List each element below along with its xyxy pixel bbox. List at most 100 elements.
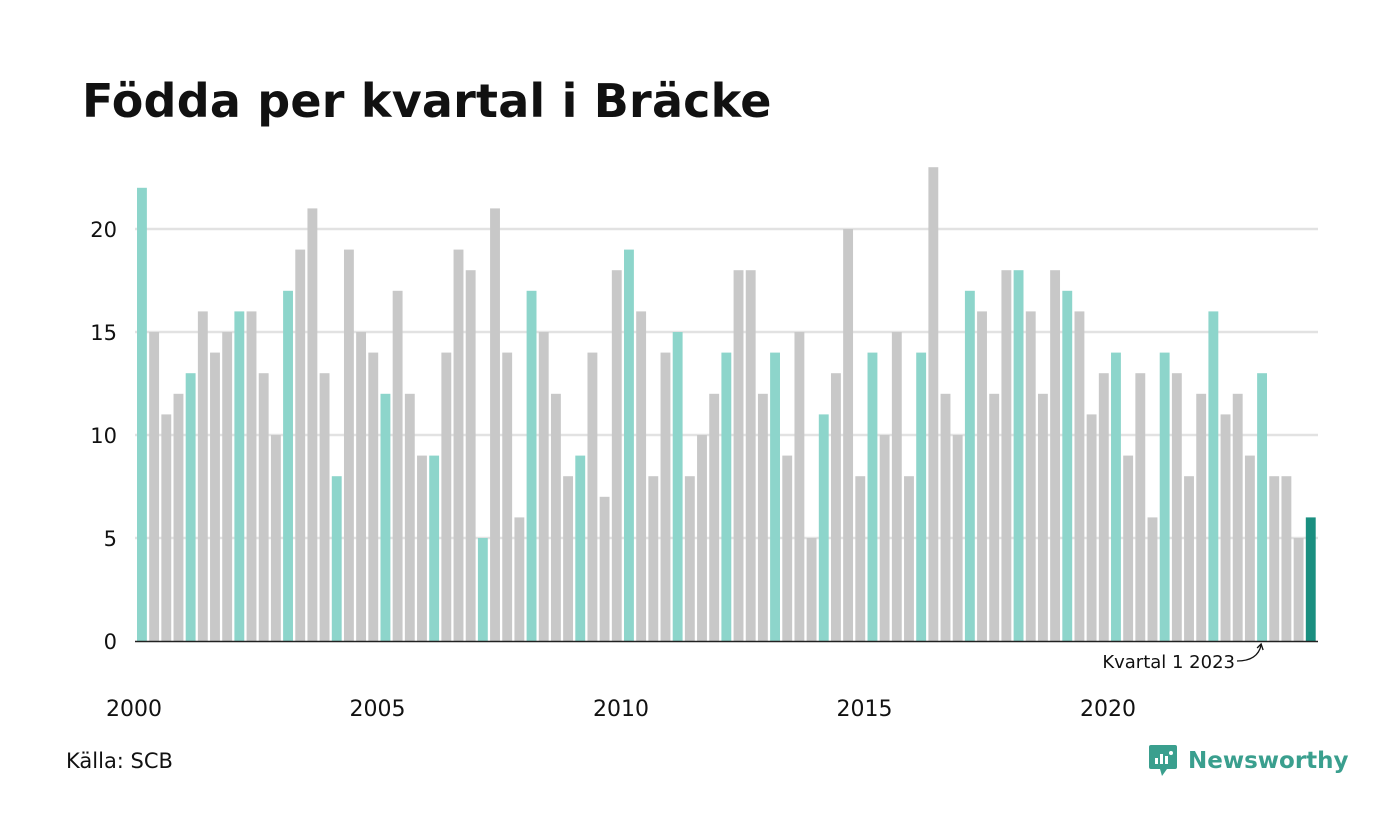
bar [806, 538, 817, 641]
annotation: Kvartal 1 2023 [1102, 642, 1264, 673]
bar [392, 290, 403, 641]
bar [563, 476, 574, 641]
bar [1208, 311, 1219, 641]
newsworthy-logo-icon [1149, 745, 1177, 776]
bar [770, 352, 780, 641]
bar [928, 167, 939, 641]
bar [575, 455, 586, 641]
x-tick-label: 2010 [593, 697, 649, 722]
bar [940, 393, 951, 641]
bar [660, 352, 671, 641]
bar [1050, 270, 1061, 641]
bar [830, 373, 841, 641]
bar [757, 393, 768, 641]
bar [526, 290, 537, 641]
bar [964, 290, 975, 641]
bar [599, 496, 610, 641]
bar [818, 414, 829, 641]
bar [733, 270, 744, 641]
bar [1281, 476, 1292, 641]
bar [502, 352, 513, 641]
annotation-arrowhead [1256, 642, 1264, 651]
bar [1244, 455, 1255, 641]
bar [1111, 352, 1121, 641]
chart-title: Födda per kvartal i Bräcke [82, 74, 772, 128]
bar [1086, 414, 1097, 641]
bar [258, 373, 269, 641]
bar [270, 435, 281, 641]
bar [149, 332, 160, 641]
bar [624, 249, 634, 641]
bar [137, 187, 147, 642]
bar [1220, 414, 1231, 641]
bar [904, 476, 914, 641]
bar [185, 373, 196, 641]
bar [307, 208, 318, 641]
bar [1025, 311, 1036, 641]
bar [587, 352, 598, 641]
bar [1293, 538, 1304, 641]
bar [404, 393, 415, 641]
bar [368, 352, 379, 641]
bar [1001, 270, 1012, 641]
bar [672, 332, 683, 641]
bar [855, 476, 866, 641]
bar [1098, 373, 1109, 641]
y-tick-label: 0 [104, 630, 117, 654]
bar [977, 311, 987, 641]
y-tick-label: 10 [90, 424, 117, 448]
bar [173, 393, 184, 641]
bar [538, 332, 549, 641]
bar [1171, 373, 1182, 641]
source-label: Källa: SCB [66, 749, 173, 773]
bar [477, 538, 488, 641]
bar [429, 455, 440, 641]
bar [1269, 476, 1280, 641]
x-tick-label: 2020 [1080, 697, 1136, 722]
bar [879, 435, 890, 641]
brand-name: Newsworthy [1188, 748, 1349, 774]
x-tick-label: 2000 [106, 697, 162, 722]
bar [1147, 517, 1158, 641]
bar [1123, 455, 1134, 641]
bar [697, 435, 707, 641]
bar [891, 332, 902, 641]
bar [1196, 393, 1207, 641]
bar [648, 476, 659, 641]
bar [916, 352, 927, 641]
x-tick-label: 2015 [837, 697, 893, 722]
annotation-arrow [1236, 644, 1262, 662]
bar [343, 249, 354, 641]
bar [331, 476, 342, 641]
y-tick-label: 5 [104, 527, 117, 551]
bar [1074, 311, 1085, 641]
bar [636, 311, 647, 641]
bar [550, 393, 561, 641]
bar [441, 352, 452, 641]
bar [380, 393, 391, 641]
bar [295, 249, 306, 641]
bar [210, 352, 220, 641]
bars [137, 167, 1316, 642]
x-axis-ticks: 2000 2005 2010 2015 2020 [106, 697, 1136, 722]
y-axis-ticks: 0 5 10 15 20 [90, 218, 117, 654]
bar [1232, 393, 1243, 641]
y-tick-label: 20 [90, 218, 117, 242]
bar [453, 249, 464, 641]
bar [867, 352, 878, 641]
bar [1037, 393, 1048, 641]
bar [356, 332, 367, 641]
bar [1062, 290, 1073, 641]
bar [989, 393, 1000, 641]
bar [1135, 373, 1146, 641]
bar [611, 270, 622, 641]
bar [745, 270, 756, 641]
bar [465, 270, 476, 641]
bar [952, 435, 963, 641]
bar [782, 455, 793, 641]
bar [794, 332, 805, 641]
bar [319, 373, 330, 641]
annotation-label: Kvartal 1 2023 [1102, 652, 1235, 673]
newsworthy-brand: Newsworthy [1148, 744, 1349, 778]
